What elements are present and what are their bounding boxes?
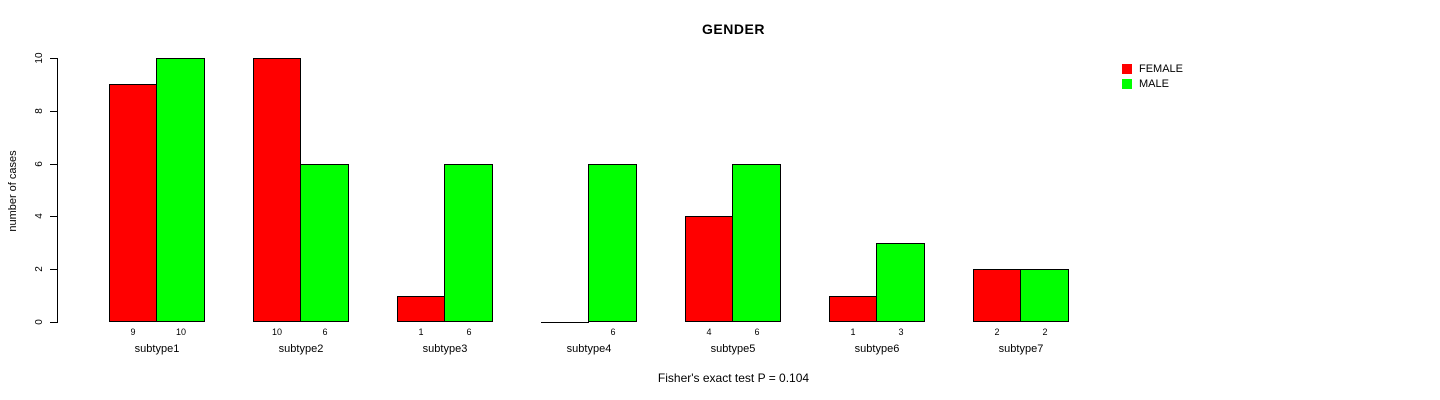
bar-value-label: 2 (1042, 327, 1048, 337)
legend-item-male: MALE (1122, 76, 1183, 91)
bar-male-subtype2 (300, 164, 349, 322)
category-label-subtype2: subtype2 (278, 343, 324, 355)
y-axis-tick-label: 8 (34, 108, 45, 114)
bar-male-subtype6 (876, 243, 925, 322)
y-axis-tick (50, 269, 57, 270)
category-label-subtype4: subtype4 (566, 343, 612, 355)
bar-value-label: 6 (466, 327, 472, 337)
bar-value-label: 4 (706, 327, 712, 337)
bar-value-label: 6 (322, 327, 328, 337)
legend-item-female: FEMALE (1122, 61, 1183, 76)
chart-title: GENDER (702, 21, 765, 37)
bar-female-subtype7 (973, 269, 1021, 322)
y-axis-tick (50, 111, 57, 112)
legend-label: FEMALE (1139, 62, 1184, 75)
bar-female-subtype6 (829, 296, 877, 322)
y-axis-line (57, 58, 58, 323)
bar-male-subtype3 (444, 164, 493, 322)
y-axis-tick-label: 4 (34, 213, 45, 219)
bar-value-label: 3 (898, 327, 904, 337)
category-label-subtype7: subtype7 (998, 343, 1044, 355)
category-label-subtype5: subtype5 (710, 343, 756, 355)
bar-value-label: 6 (754, 327, 760, 337)
y-axis-tick (50, 58, 57, 59)
legend-label: MALE (1139, 77, 1169, 90)
bar-female-subtype3 (397, 296, 445, 322)
bar-value-label: 2 (994, 327, 1000, 337)
category-label-subtype1: subtype1 (134, 343, 180, 355)
bar-female-subtype5 (685, 216, 733, 322)
bar-male-subtype7 (1020, 269, 1069, 322)
bar-value-label: 10 (271, 327, 282, 337)
y-axis-tick-label: 2 (34, 266, 45, 272)
y-axis-tick (50, 164, 57, 165)
legend-swatch-female (1122, 63, 1132, 74)
bar-female-subtype2 (253, 58, 301, 322)
bar-female-subtype4 (541, 322, 589, 323)
bar-value-label: 1 (850, 327, 856, 337)
y-axis-tick (50, 322, 57, 323)
bar-female-subtype1 (109, 84, 157, 322)
legend: FEMALE MALE (1122, 61, 1183, 91)
bar-value-label: 1 (418, 327, 424, 337)
bar-male-subtype4 (588, 164, 637, 322)
y-axis-label: number of cases (7, 150, 19, 232)
bar-male-subtype5 (732, 164, 781, 322)
category-label-subtype6: subtype6 (854, 343, 900, 355)
bar-value-label: 10 (175, 327, 186, 337)
y-axis-tick (50, 216, 57, 217)
bar-male-subtype1 (156, 58, 205, 322)
bar-value-label: 9 (130, 327, 136, 337)
y-axis-tick-label: 6 (34, 161, 45, 167)
y-axis-tick-label: 10 (34, 52, 45, 64)
y-axis-tick-label: 0 (34, 319, 45, 325)
legend-swatch-male (1122, 78, 1132, 89)
bar-value-label: 6 (610, 327, 616, 337)
fisher-note: Fisher's exact test P = 0.104 (657, 371, 810, 385)
category-label-subtype3: subtype3 (422, 343, 468, 355)
